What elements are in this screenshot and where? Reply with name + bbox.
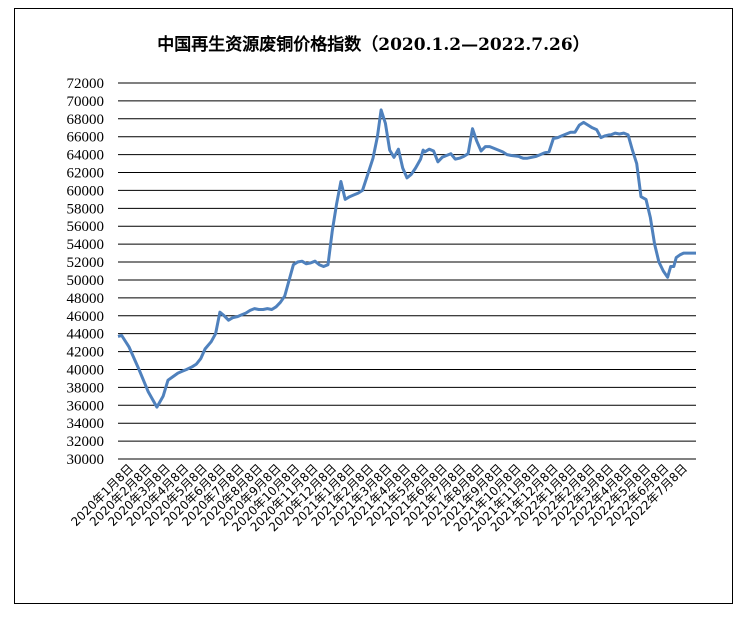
y-tick-label: 68000: [67, 112, 105, 128]
chart-title: 中国再生资源废铜价格指数（2020.1.2—2022.7.26）: [157, 35, 590, 55]
y-tick-label: 66000: [67, 130, 105, 146]
y-tick-label: 32000: [67, 434, 105, 450]
y-tick-label: 40000: [67, 362, 105, 378]
plot-area: [117, 108, 696, 409]
series-line: [117, 108, 696, 409]
y-tick-label: 62000: [67, 166, 105, 182]
y-tick-label: 70000: [67, 94, 105, 110]
y-tick-label: 34000: [67, 416, 105, 432]
chart-frame: [14, 8, 733, 604]
y-tick-label: 44000: [67, 327, 105, 343]
y-tick-label: 36000: [67, 398, 105, 414]
y-tick-label: 58000: [67, 201, 105, 217]
y-tick-label: 42000: [67, 345, 105, 361]
y-tick-label: 52000: [67, 255, 105, 271]
y-tick-label: 50000: [67, 273, 105, 289]
y-tick-label: 56000: [67, 219, 105, 235]
y-tick-label: 46000: [67, 309, 105, 325]
y-tick-label: 30000: [67, 452, 105, 468]
y-tick-label: 48000: [67, 291, 105, 307]
x-axis-labels: 2020年1月8日2020年2月8日2020年3月8日2020年4月8日2020…: [68, 461, 690, 534]
y-tick-label: 60000: [67, 183, 105, 199]
y-tick-label: 64000: [67, 148, 105, 164]
y-tick-label: 72000: [67, 76, 105, 92]
y-tick-label: 54000: [67, 237, 105, 253]
y-tick-label: 38000: [67, 380, 105, 396]
gridlines: [118, 82, 696, 460]
